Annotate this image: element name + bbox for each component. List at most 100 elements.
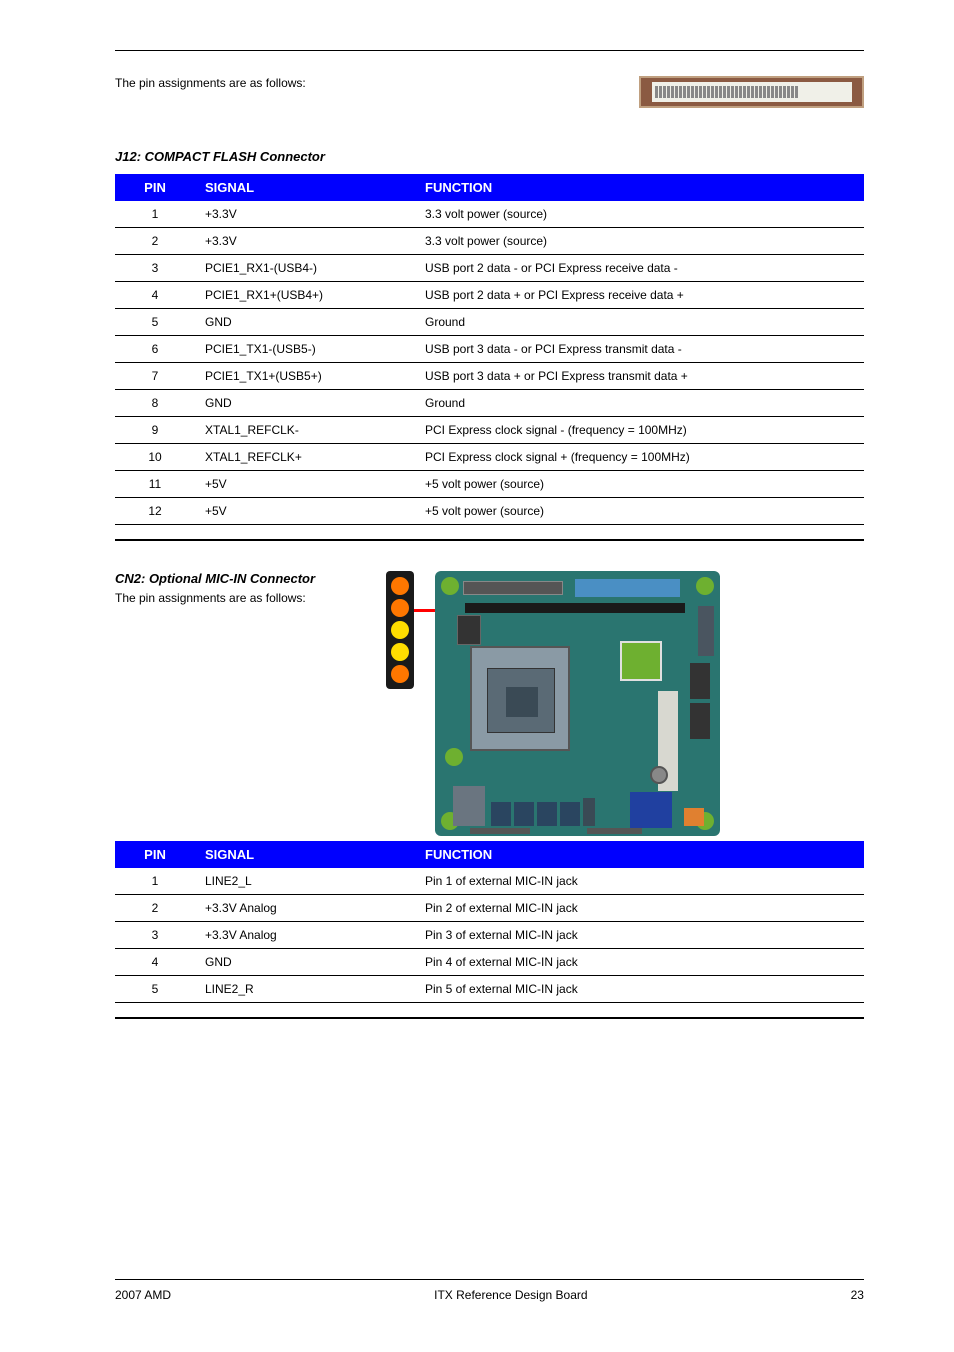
table-row: 12+5V+5 volt power (source)	[115, 498, 864, 525]
footer-center: ITX Reference Design Board	[434, 1288, 587, 1302]
pin-dots-row	[655, 86, 798, 98]
board-slot-top2	[575, 579, 680, 597]
cell-pin: 10	[115, 444, 195, 471]
table-row: 3+3.3V AnalogPin 3 of external MIC-IN ja…	[115, 922, 864, 949]
cell-description: Pin 4 of external MIC-IN jack	[415, 949, 864, 976]
table1-body: 1+3.3V3.3 volt power (source)2+3.3V3.3 v…	[115, 201, 864, 525]
cell-signal: PCIE1_TX1-(USB5-)	[195, 336, 415, 363]
table-row: 7PCIE1_TX1+(USB5+)USB port 3 data + or P…	[115, 363, 864, 390]
footer-right: 23	[851, 1288, 864, 1302]
cell-pin: 2	[115, 895, 195, 922]
connector-dot-5	[391, 665, 409, 683]
table-row: 2+3.3V AnalogPin 2 of external MIC-IN ja…	[115, 895, 864, 922]
cell-description: Ground	[415, 309, 864, 336]
cell-pin: 3	[115, 922, 195, 949]
board-left-component	[457, 615, 481, 645]
cell-pin: 4	[115, 282, 195, 309]
section-two-desc: The pin assignments are as follows:	[115, 589, 365, 607]
cell-description: Pin 3 of external MIC-IN jack	[415, 922, 864, 949]
table1-header-pin: PIN	[115, 174, 195, 201]
board-bottom-strip1	[470, 828, 530, 834]
table1-header-signal: SIGNAL	[195, 174, 415, 201]
cell-description: +5 volt power (source)	[415, 471, 864, 498]
cell-pin: 7	[115, 363, 195, 390]
table-row: 2+3.3V3.3 volt power (source)	[115, 228, 864, 255]
cell-description: PCI Express clock signal + (frequency = …	[415, 444, 864, 471]
port-4	[560, 802, 580, 826]
table2-header-row: PIN SIGNAL FUNCTION	[115, 841, 864, 868]
cell-description: 3.3 volt power (source)	[415, 201, 864, 228]
header-area: The pin assignments are as follows:	[115, 76, 864, 108]
cell-pin: 6	[115, 336, 195, 363]
board-hole-tl	[441, 577, 459, 595]
table1-section-header: J12: COMPACT FLASH Connector	[115, 148, 864, 166]
table1-header-row: PIN SIGNAL FUNCTION	[115, 174, 864, 201]
cell-description: PCI Express clock signal - (frequency = …	[415, 417, 864, 444]
cell-signal: GND	[195, 309, 415, 336]
cell-pin: 4	[115, 949, 195, 976]
connector-photo	[639, 76, 864, 108]
board-bottom-strip2	[587, 828, 642, 834]
board-slot-top1	[463, 581, 563, 595]
table2: PIN SIGNAL FUNCTION 1LINE2_LPin 1 of ext…	[115, 841, 864, 1003]
cell-signal: GND	[195, 390, 415, 417]
cell-description: Pin 2 of external MIC-IN jack	[415, 895, 864, 922]
cell-description: +5 volt power (source)	[415, 498, 864, 525]
cell-description: USB port 3 data - or PCI Express transmi…	[415, 336, 864, 363]
cell-signal: +3.3V	[195, 228, 415, 255]
cell-description: Ground	[415, 390, 864, 417]
table-row: 5GNDGround	[115, 309, 864, 336]
board-hole-tr	[696, 577, 714, 595]
table-row: 11+5V+5 volt power (source)	[115, 471, 864, 498]
cell-pin: 12	[115, 498, 195, 525]
footer-left: 2007 AMD	[115, 1288, 171, 1302]
cell-signal: PCIE1_RX1-(USB4-)	[195, 255, 415, 282]
connector-visual	[380, 571, 420, 689]
table-row: 1+3.3V3.3 volt power (source)	[115, 201, 864, 228]
table-row: 9XTAL1_REFCLK-PCI Express clock signal -…	[115, 417, 864, 444]
table1-bottom-rule	[115, 539, 864, 541]
cell-pin: 9	[115, 417, 195, 444]
cell-pin: 1	[115, 868, 195, 895]
board-bottom-ports	[491, 802, 580, 826]
board-bottom-block1	[453, 786, 485, 826]
table-row: 4PCIE1_RX1+(USB4+)USB port 2 data + or P…	[115, 282, 864, 309]
cell-description: 3.3 volt power (source)	[415, 228, 864, 255]
cell-description: USB port 2 data + or PCI Express receive…	[415, 282, 864, 309]
board-black-slot	[465, 603, 685, 613]
table-row: 5LINE2_RPin 5 of external MIC-IN jack	[115, 976, 864, 1003]
table2-bottom-rule	[115, 1017, 864, 1019]
cell-signal: LINE2_R	[195, 976, 415, 1003]
table1: PIN SIGNAL FUNCTION 1+3.3V3.3 volt power…	[115, 174, 864, 525]
cell-description: Pin 5 of external MIC-IN jack	[415, 976, 864, 1003]
cell-description: USB port 3 data + or PCI Express transmi…	[415, 363, 864, 390]
board-green-chip	[620, 641, 662, 681]
table2-header-pin: PIN	[115, 841, 195, 868]
board-right-pins1	[690, 663, 710, 699]
cell-signal: XTAL1_REFCLK+	[195, 444, 415, 471]
table2-header-desc: FUNCTION	[415, 841, 864, 868]
cell-signal: XTAL1_REFCLK-	[195, 417, 415, 444]
connector-pin-column	[386, 571, 414, 689]
board-right-pins2	[690, 703, 710, 739]
cell-description: Pin 1 of external MIC-IN jack	[415, 868, 864, 895]
table-row: 8GNDGround	[115, 390, 864, 417]
cell-signal: PCIE1_TX1+(USB5+)	[195, 363, 415, 390]
board-cpu-socket	[470, 646, 570, 751]
cell-signal: +5V	[195, 498, 415, 525]
board-bottom-block2	[583, 798, 595, 826]
board-right-edge	[698, 606, 714, 656]
table-row: 3PCIE1_RX1-(USB4-)USB port 2 data - or P…	[115, 255, 864, 282]
cell-signal: +3.3V	[195, 201, 415, 228]
cell-signal: PCIE1_RX1+(USB4+)	[195, 282, 415, 309]
table2-header-signal: SIGNAL	[195, 841, 415, 868]
port-2	[514, 802, 534, 826]
cell-pin: 3	[115, 255, 195, 282]
table-row: 10XTAL1_REFCLK+PCI Express clock signal …	[115, 444, 864, 471]
page-footer: 2007 AMD ITX Reference Design Board 23	[115, 1279, 864, 1302]
table-row: 1LINE2_LPin 1 of external MIC-IN jack	[115, 868, 864, 895]
cell-pin: 5	[115, 976, 195, 1003]
cpu-core	[506, 687, 538, 717]
table-row: 4GNDPin 4 of external MIC-IN jack	[115, 949, 864, 976]
port-1	[491, 802, 511, 826]
